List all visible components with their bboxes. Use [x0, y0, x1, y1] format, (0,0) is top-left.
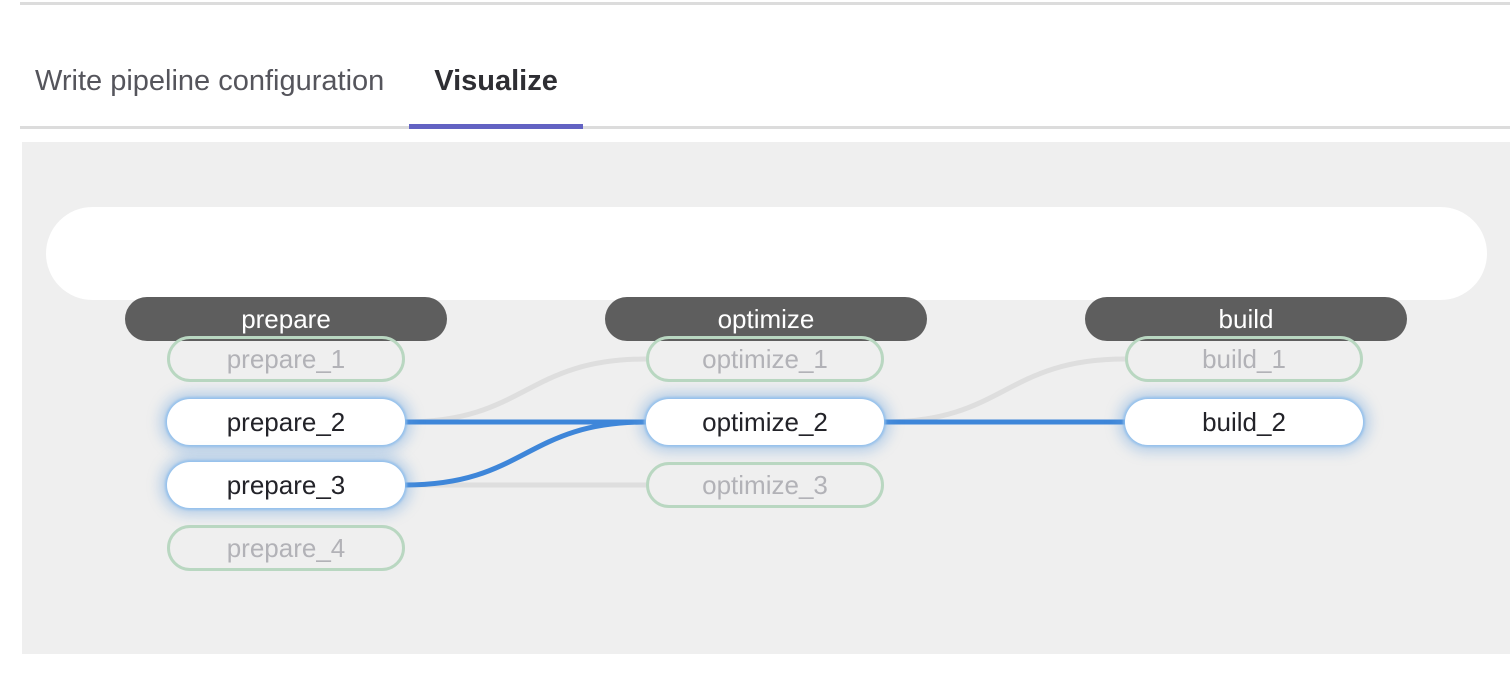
tab-label: Write pipeline configuration — [35, 65, 385, 97]
stage-pill-build: build — [1085, 297, 1407, 341]
job-node-optimize_2[interactable]: optimize_2 — [646, 399, 884, 445]
edge-prepare_2-to-optimize_1 — [404, 356, 647, 425]
top-divider — [20, 2, 1510, 5]
tab-bar: Write pipeline configuration Visualize — [20, 5, 1510, 129]
edge-optimize_2-to-build_1 — [883, 356, 1126, 425]
tab-write-pipeline-configuration[interactable]: Write pipeline configuration — [20, 65, 409, 129]
stage-pill-optimize: optimize — [605, 297, 927, 341]
job-node-prepare_3[interactable]: prepare_3 — [167, 462, 405, 508]
job-node-optimize_3[interactable]: optimize_3 — [646, 462, 884, 508]
tab-label: Visualize — [434, 65, 558, 97]
pipeline-graph-panel: prepare optimize build prepare_1 prepare_2 p… — [22, 142, 1510, 654]
job-node-optimize_1[interactable]: optimize_1 — [646, 336, 884, 382]
edge-prepare_3-to-optimize_2 — [404, 419, 647, 488]
job-node-prepare_2[interactable]: prepare_2 — [167, 399, 405, 445]
job-node-prepare_4[interactable]: prepare_4 — [167, 525, 405, 571]
job-node-prepare_1[interactable]: prepare_1 — [167, 336, 405, 382]
job-node-build_1[interactable]: build_1 — [1125, 336, 1363, 382]
tab-visualize[interactable]: Visualize — [409, 65, 583, 129]
stage-pill-prepare: prepare — [125, 297, 447, 341]
stage-header-bar: prepare optimize build — [46, 207, 1487, 341]
job-node-build_2[interactable]: build_2 — [1125, 399, 1363, 445]
dependency-edges — [404, 356, 1126, 488]
